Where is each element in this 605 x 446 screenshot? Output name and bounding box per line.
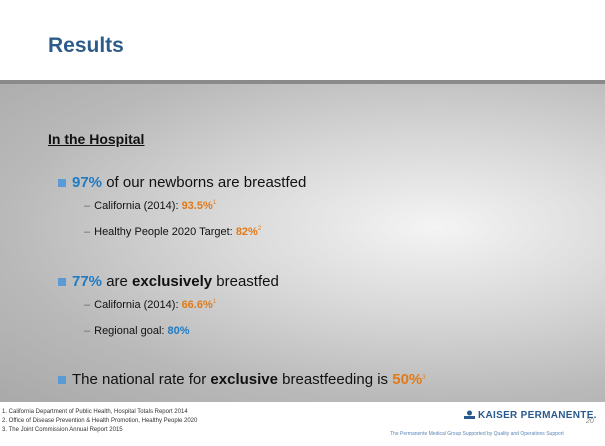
text-run: 82%	[235, 226, 258, 238]
text-run: exclusively	[132, 273, 213, 290]
slide-title: Results	[48, 34, 124, 57]
bullet: The national rate for exclusive breastfe…	[72, 371, 426, 388]
footnote: 2. Office of Disease Prevention & Health…	[2, 418, 198, 424]
text-run: 77%	[72, 273, 103, 290]
text-run: 2	[257, 226, 262, 232]
bullet-square	[58, 179, 66, 187]
sub-marker: –	[84, 299, 91, 311]
text-run: exclusive	[210, 371, 278, 388]
text-run: 1	[212, 200, 217, 206]
sub-bullet: – California (2014): 93.5%1	[84, 200, 216, 212]
text-run: breastfeeding is	[277, 371, 393, 388]
page-number: 20	[586, 418, 594, 425]
sub-marker: –	[84, 226, 91, 238]
text-run: 50%	[392, 371, 423, 388]
sub-marker: –	[84, 325, 91, 337]
text-run: 3	[422, 375, 426, 381]
text-run: 1	[212, 299, 217, 305]
bullet: 97% of our newborns are breastfed	[72, 174, 306, 191]
bullet: 77% are exclusively breastfed	[72, 273, 279, 290]
footnote: 1. California Department of Public Healt…	[2, 409, 188, 415]
text-run: are	[102, 273, 133, 290]
tagline: The Permanente Medical Group Supported b…	[390, 431, 564, 437]
section-heading: In the Hospital	[48, 131, 145, 147]
text-run: 93.5%	[181, 200, 213, 212]
text-run: Healthy People 2020 Target:	[94, 226, 236, 238]
text-run: 66.6%	[181, 299, 213, 311]
sub-bullet: – California (2014): 66.6%1	[84, 299, 216, 311]
background-photo	[0, 84, 605, 402]
text-run: Regional goal:	[94, 325, 168, 337]
text-run: 97%	[72, 174, 103, 191]
sub-marker: –	[84, 200, 91, 212]
bullet-square	[58, 278, 66, 286]
sub-bullet: – Healthy People 2020 Target: 82%2	[84, 226, 261, 238]
footnote: 3. The Joint Commission Annual Report 20…	[2, 427, 123, 433]
text-run: California (2014):	[94, 200, 182, 212]
logo-icon	[464, 410, 475, 419]
logo-text: KAISER PERMANENTE.	[478, 410, 597, 421]
bullet-square	[58, 376, 66, 384]
footnotes: 1. California Department of Public Healt…	[2, 408, 197, 435]
text-run: The national rate for	[72, 371, 211, 388]
title-rule	[0, 80, 605, 84]
text-run: of our newborns are breastfed	[102, 174, 307, 191]
text-run: California (2014):	[94, 299, 182, 311]
text-run: 80%	[167, 325, 190, 337]
sub-bullet: – Regional goal: 80%	[84, 325, 190, 337]
text-run: breastfed	[212, 273, 279, 290]
